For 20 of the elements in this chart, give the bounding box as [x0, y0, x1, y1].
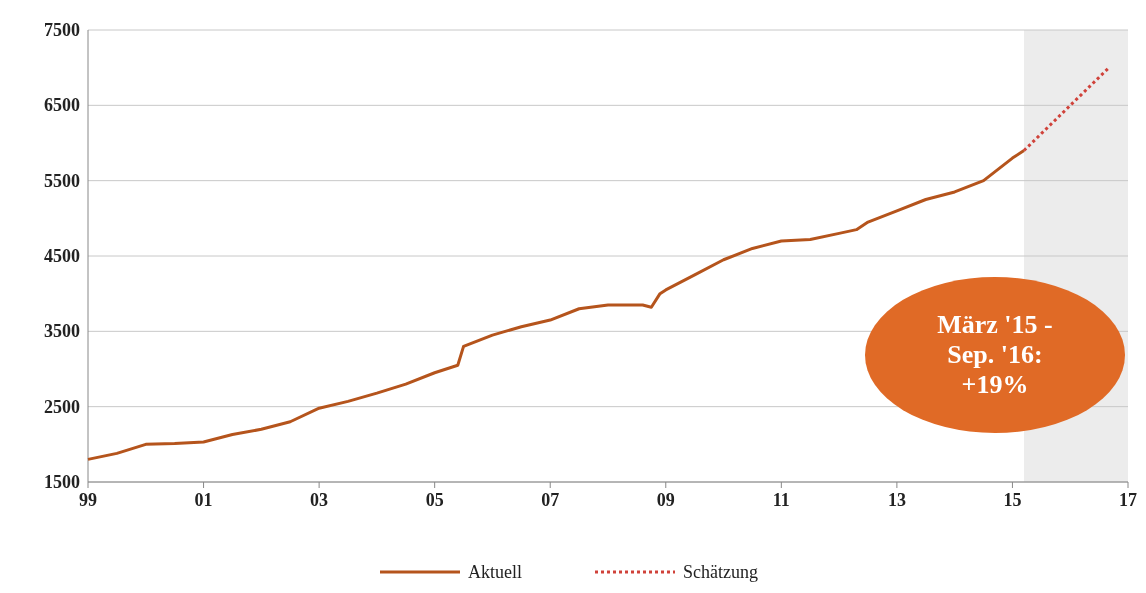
annotation: März '15 - Sep. '16: +19%	[937, 310, 1053, 399]
x-tick-label: 09	[656, 490, 675, 510]
y-tick-label: 2500	[44, 396, 80, 417]
x-tick-label: 11	[772, 490, 790, 510]
x-tick-label: 99	[79, 490, 97, 510]
x-tick-label: 05	[425, 490, 444, 510]
x-tick-label: 13	[887, 490, 906, 510]
y-tick-label: 6500	[44, 95, 80, 116]
y-tick-label: 1500	[44, 472, 80, 492]
y-tick-label: 3500	[44, 321, 80, 342]
legend-label: Schätzung	[683, 562, 758, 582]
y-tick-label: 5500	[44, 170, 80, 191]
legend-label: Aktuell	[468, 562, 522, 582]
x-tick-label: 07	[541, 490, 560, 510]
x-tick-label: 15	[1003, 490, 1022, 510]
x-tick-label: 17	[1119, 490, 1137, 510]
x-tick-label: 03	[310, 490, 329, 510]
y-tick-label: 7500	[44, 20, 80, 40]
y-tick-label: 4500	[44, 246, 80, 266]
x-tick-label: 01	[194, 490, 213, 510]
